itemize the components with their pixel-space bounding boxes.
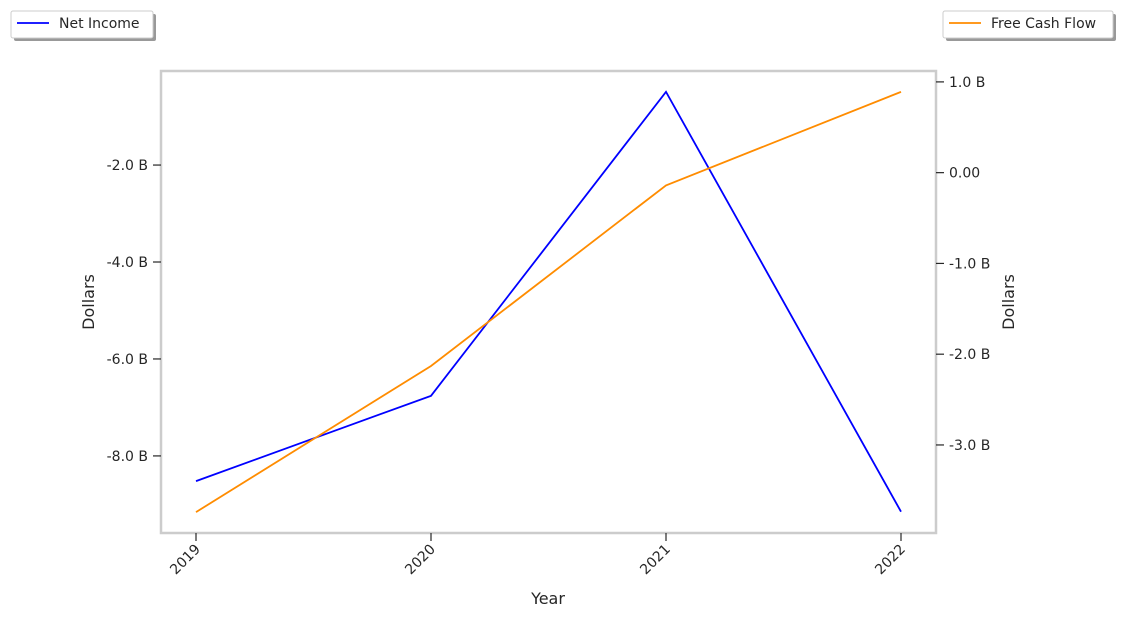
y-tick-label-left: -2.0 B <box>107 158 148 174</box>
plot-area <box>159 69 938 535</box>
x-tick-label: 2022 <box>872 542 909 579</box>
y-axis-label-right: Dollars <box>999 274 1018 330</box>
y-tick-label-left: -4.0 B <box>107 255 148 271</box>
y-axis-label-left: Dollars <box>79 274 98 330</box>
y-tick-label-right: -1.0 B <box>949 256 990 272</box>
y-tick-label-right: 0.00 <box>949 166 980 182</box>
x-tick-label: 2020 <box>402 542 439 579</box>
legend-label-net-income: Net Income <box>59 16 140 32</box>
legend-free-cash-flow: Free Cash Flow <box>942 10 1116 41</box>
x-tick-label: 2021 <box>637 542 674 579</box>
y-tick-label-left: -8.0 B <box>107 449 148 465</box>
y-tick-label-right: 1.0 B <box>949 75 985 91</box>
x-axis-label: Year <box>530 589 565 608</box>
y-tick-label-right: -2.0 B <box>949 347 990 363</box>
y-tick-label-left: -6.0 B <box>107 352 148 368</box>
y-tick-label-right: -3.0 B <box>949 438 990 454</box>
x-tick-label: 2019 <box>167 542 204 579</box>
legend-label-free-cash-flow: Free Cash Flow <box>991 16 1096 32</box>
series-line-free-cash-flow <box>195 91 902 513</box>
legend-net-income: Net Income <box>10 10 156 41</box>
